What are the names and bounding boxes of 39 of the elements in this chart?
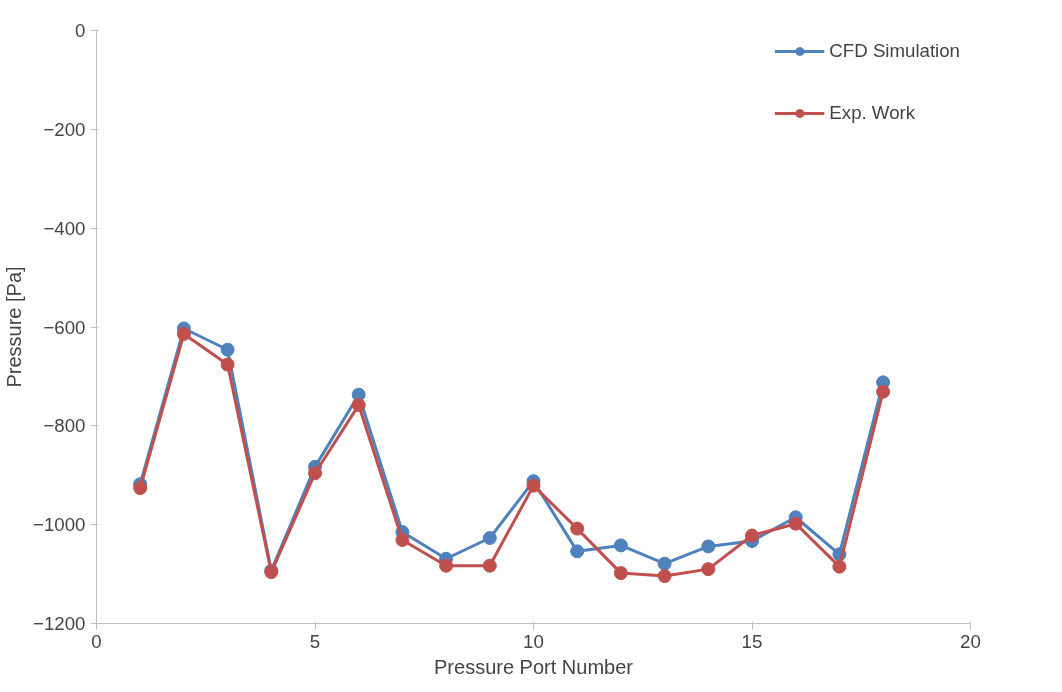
- y-tick-label: −800: [43, 415, 86, 437]
- y-tick-label: −1200: [33, 613, 86, 634]
- y-axis-title: Pressure [Pa]: [3, 266, 26, 388]
- point: [788, 516, 803, 531]
- point: [220, 342, 235, 357]
- x-tick-label: 15: [741, 630, 763, 652]
- y-tick-label: −200: [43, 118, 86, 140]
- point: [832, 559, 847, 574]
- legend-label: Exp. Work: [829, 102, 916, 124]
- x-tick-label: 20: [960, 630, 981, 652]
- point: [220, 357, 235, 372]
- y-tick-label: −600: [43, 316, 86, 338]
- y-tick-label: 0: [75, 20, 86, 41]
- point: [570, 521, 585, 536]
- point: [133, 481, 148, 496]
- y-tick-label: −1000: [33, 514, 86, 536]
- point: [482, 531, 497, 545]
- point: [657, 556, 672, 571]
- x-tick-label: 5: [309, 630, 321, 652]
- point: [613, 566, 628, 581]
- point: [395, 533, 410, 547]
- point: [701, 562, 716, 577]
- x-axis-title: Pressure Port Number: [434, 655, 634, 678]
- point: [745, 528, 759, 543]
- point: [657, 569, 672, 584]
- legend-label: CFD Simulation: [829, 40, 960, 62]
- point: [876, 384, 891, 399]
- point: [570, 544, 585, 559]
- point: [439, 558, 454, 573]
- x-tick-label: 10: [523, 630, 544, 652]
- point: [613, 538, 628, 553]
- point: [526, 478, 541, 493]
- point: [176, 326, 191, 341]
- point: [351, 398, 366, 413]
- y-tick-label: −400: [43, 217, 86, 239]
- point: [482, 558, 497, 573]
- point: [308, 466, 322, 481]
- x-tick-label: 0: [91, 630, 102, 652]
- point: [701, 539, 716, 554]
